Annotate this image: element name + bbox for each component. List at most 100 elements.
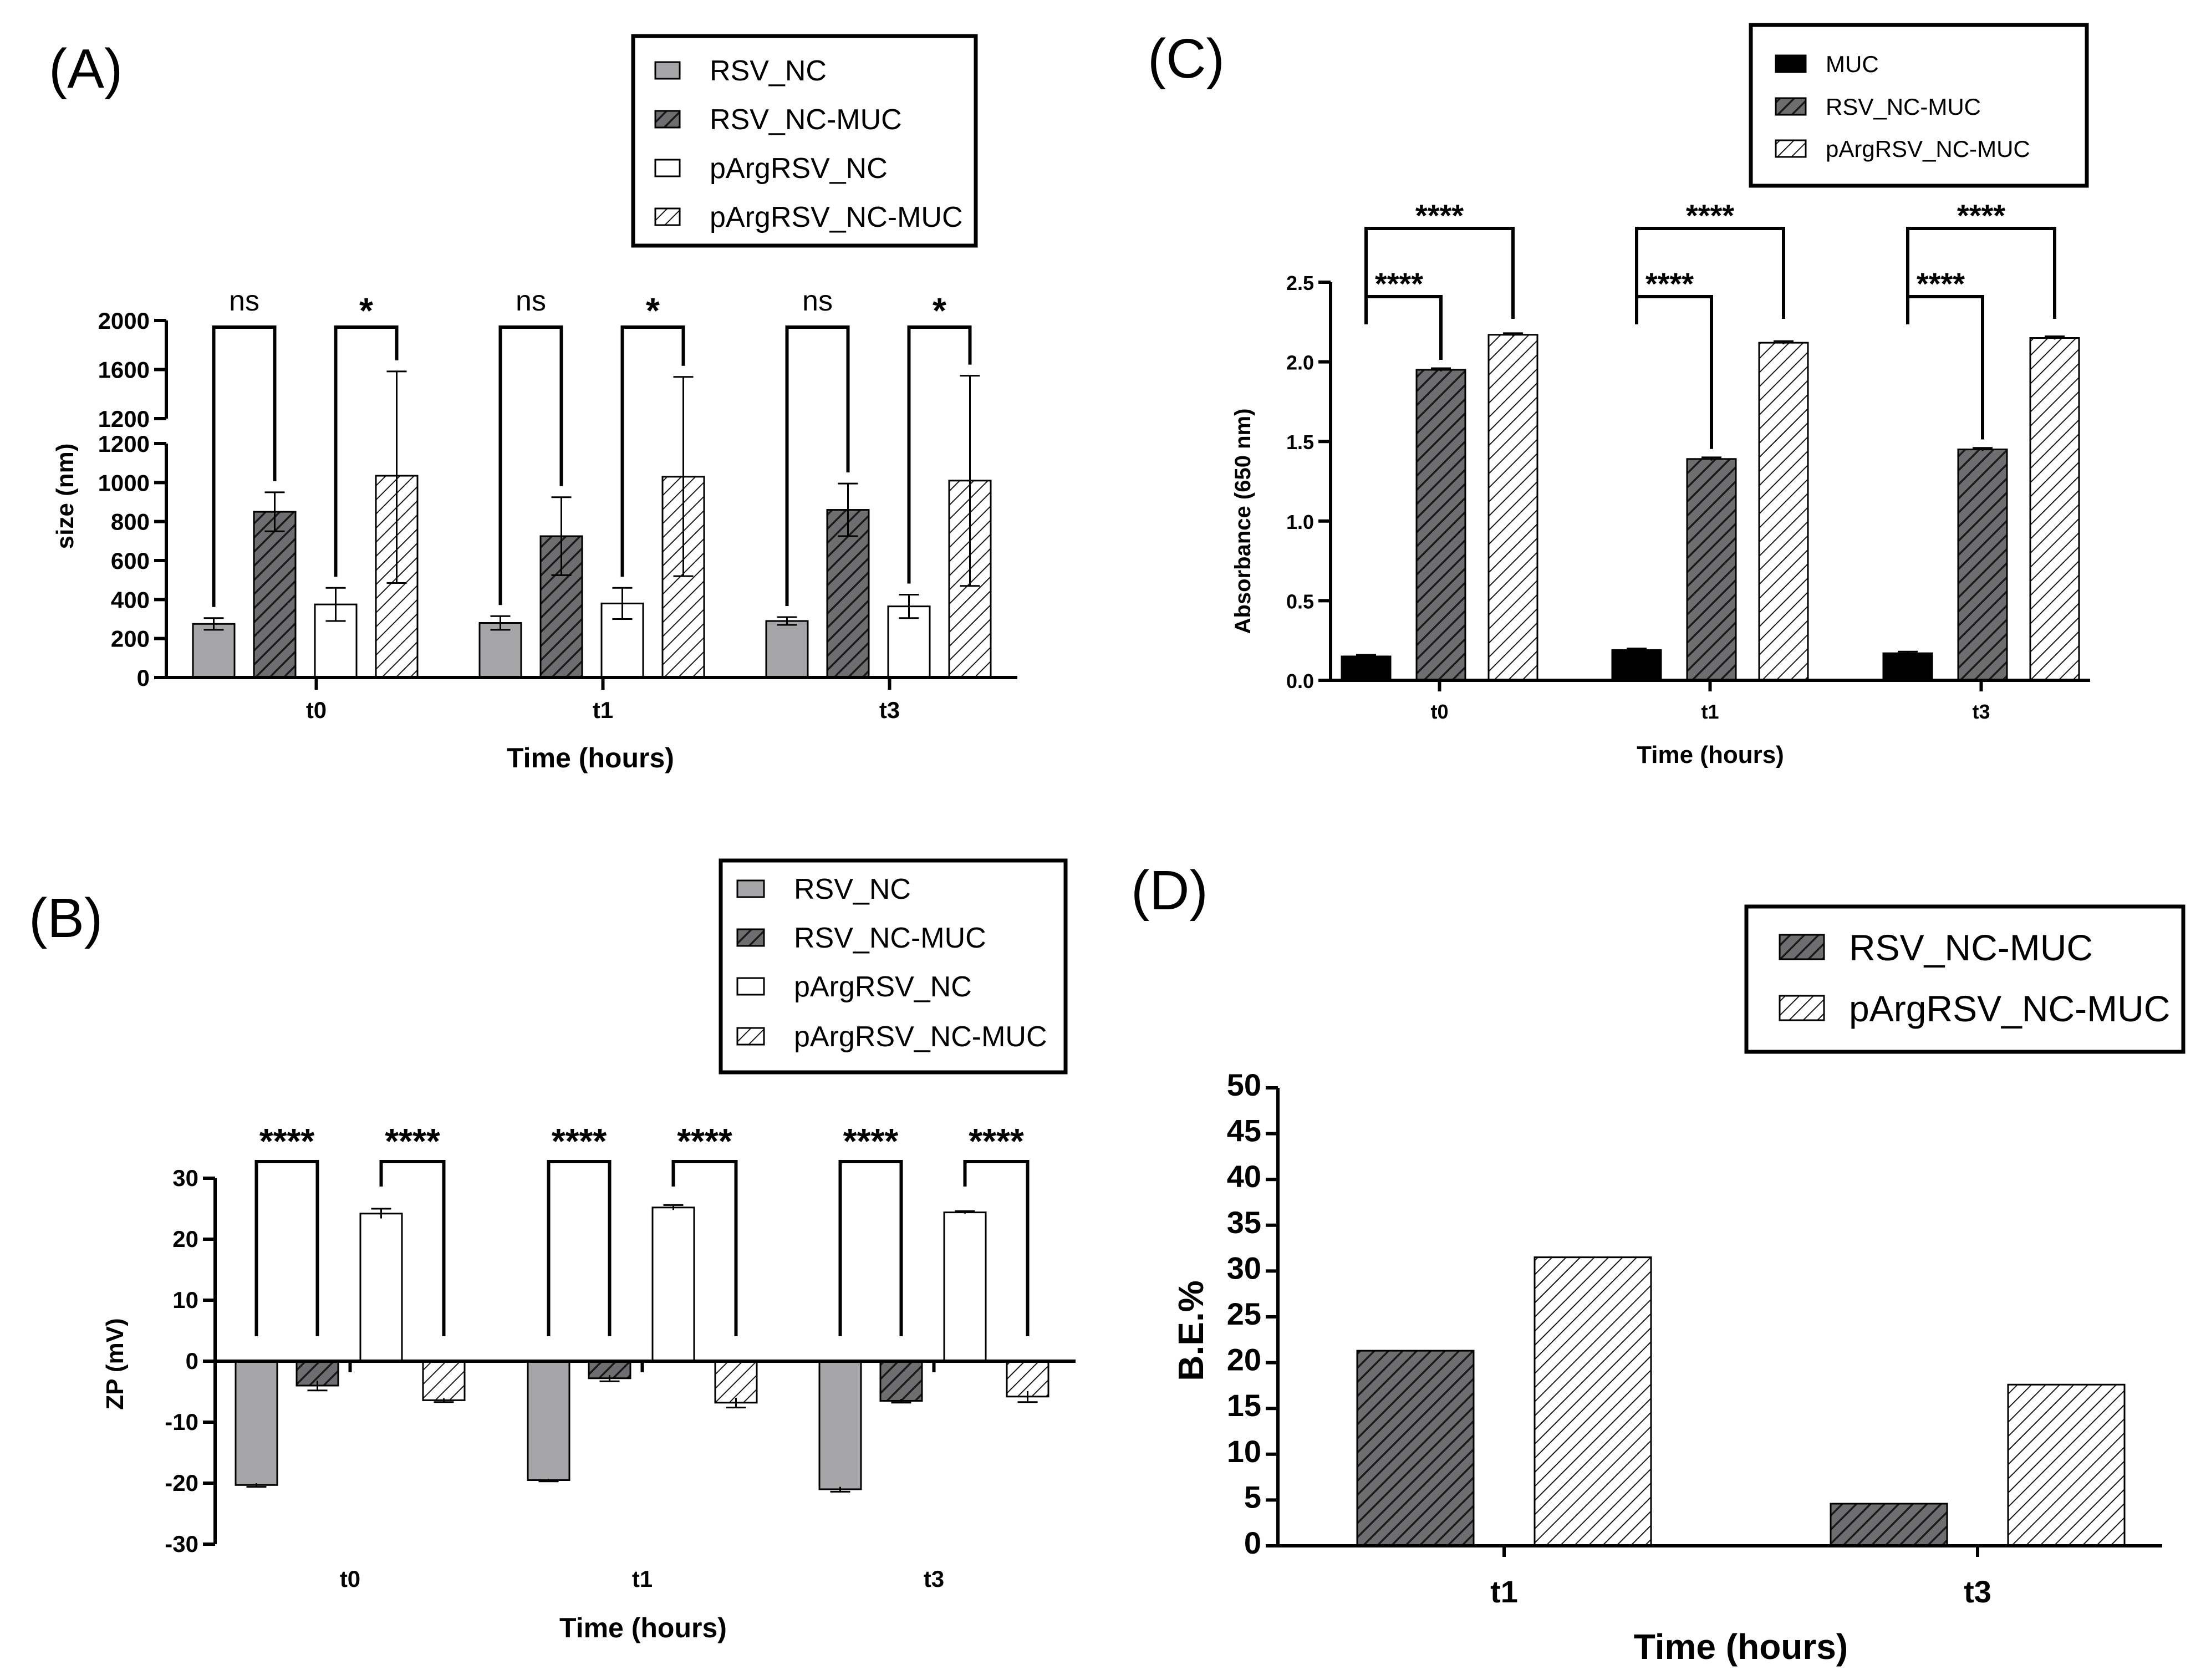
significance-label-c: **** [1957,198,2005,233]
bar-c-muc-t0 [1341,655,1392,681]
legend-swatch-d-rsv-nc-muc [1779,934,1825,960]
y-tick-label-c: 2.5 [1286,272,1314,294]
y-tick-label-a: 600 [111,548,150,574]
significance-bracket-c [1635,227,1785,324]
legend-label-b-rsv-nc-muc: RSV_NC-MUC [794,922,986,954]
legend-swatch-a-rsv-nc [654,61,681,80]
significance-label-c: **** [1415,198,1464,233]
y-tick-label-b: 0 [186,1348,198,1374]
significance-bracket-c [1364,227,1515,324]
bar-c-rsv-nc-muc-t0 [1415,369,1466,681]
y-tick-label-b: 30 [172,1165,198,1191]
y-tick-label-d: 20 [1227,1342,1261,1377]
significance-bracket-b [838,1160,903,1336]
bar-a-rsv-nc-t1 [478,622,522,679]
panel-d-bars [1356,1256,2126,1547]
significance-bracket-a [620,325,685,577]
legend-box-a [631,34,978,248]
bar-a-rsv-nc-t3 [765,620,809,679]
significance-bracket-a [498,325,563,605]
bar-c-rsv-nc-muc-t3 [1957,449,2008,681]
bar-b-rsv-nc-muc-t3 [879,1360,923,1402]
significance-bracket-c [1635,295,1713,449]
legend-swatch-d-pargrsv-nc-muc [1779,995,1825,1021]
y-tick-label-d: 50 [1227,1067,1261,1102]
bar-b-pargrsv-nc-t0 [359,1213,403,1362]
legend-label-a-pargrsv-nc: pArgRSV_NC [710,152,888,185]
legend-label-c-rsv-nc-muc: RSV_NC-MUC [1826,94,1981,120]
panel-d-ylabel: B.E.% [1171,1280,1211,1381]
y-tick-label-a: 1200 [98,431,150,457]
legend-swatch-c-pargrsv-nc-muc [1775,139,1807,158]
y-tick-label-d: 45 [1227,1113,1261,1148]
panel-a-xlabel: Time (hours) [507,742,674,773]
legend-label-b-rsv-nc: RSV_NC [794,873,911,905]
bar-b-pargrsv-nc-muc-t1 [714,1360,758,1404]
y-tick-label-c: 1.5 [1286,431,1314,454]
significance-label-a: ns [516,285,546,317]
bar-b-rsv-nc-t3 [818,1360,862,1490]
legend-swatch-b-pargrsv-nc-muc [736,1027,765,1046]
y-tick-label-b: 10 [172,1287,198,1313]
significance-label-c: **** [1645,266,1694,301]
significance-bracket-b [963,1160,1030,1336]
bar-b-rsv-nc-t1 [527,1360,570,1481]
y-tick-label-c: 2.0 [1286,352,1314,374]
panel-b-letter: (B) [29,887,103,949]
significance-bracket-b [254,1160,319,1336]
significance-label-b: **** [843,1121,899,1161]
panel-b-axes: -30 -20 -10 0 10 20 30 t0 t1 t3 **** **** **** **** **… [165,1121,1076,1592]
significance-bracket-a [212,325,277,607]
y-tick-label-b: -30 [165,1531,198,1557]
bar-c-muc-t1 [1611,649,1662,681]
legend-label-c-pargrsv-nc-muc: pArgRSV_NC-MUC [1826,136,2030,162]
y-tick-label-d: 35 [1227,1205,1261,1240]
bar-a-rsv-nc-t0 [192,623,236,679]
x-tick-label-d: t1 [1490,1574,1518,1609]
x-tick-label-d: t3 [1964,1574,1991,1609]
legend-swatch-b-pargrsv-nc [736,977,765,996]
legend-swatch-b-rsv-nc-muc [736,928,765,947]
y-tick-label-b: -20 [165,1470,198,1496]
significance-label-c: **** [1917,266,1965,301]
y-tick-label-d: 15 [1227,1388,1261,1423]
panel-b-legend: RSV_NC RSV_NC-MUC pArgRSV_NC pArgRSV_NC-MUC [719,858,1068,1075]
panel-c-chart: 0.0 0.5 1.0 1.5 2.0 2.5 t0 t1 t3 **** **** **** ****… [1231,23,2090,768]
panel-c-letter: (C) [1148,28,1225,90]
x-tick-label-b: t3 [924,1566,944,1592]
panel-c-ylabel: Absorbance (650 nm) [1231,409,1255,634]
bar-c-rsv-nc-muc-t1 [1686,458,1737,681]
y-tick-label-d: 25 [1227,1296,1261,1331]
legend-label-d-rsv-nc-muc: RSV_NC-MUC [1849,927,2093,968]
x-tick-label-c: t0 [1430,700,1448,723]
bar-b-pargrsv-nc-t3 [943,1211,987,1362]
x-tick-label-b: t0 [340,1566,360,1592]
bar-c-pargrsv-nc-muc-t1 [1758,342,1809,681]
significance-bracket-c [1906,295,1984,440]
y-tick-label-b: 20 [172,1226,198,1252]
significance-label-b: **** [259,1121,315,1161]
significance-label-b: **** [385,1121,440,1161]
legend-box-d [1744,904,2185,1054]
bar-d-pargrsv-nc-muc-t1 [1533,1256,1652,1547]
y-tick-label-d: 30 [1227,1250,1261,1285]
panel-b-bars [235,1204,1049,1493]
significance-bracket-b [547,1160,612,1336]
bar-c-pargrsv-nc-muc-t0 [1487,334,1538,681]
panel-b-chart: -30 -20 -10 0 10 20 30 t0 t1 t3 **** **** **** **** **… [101,858,1076,1643]
x-tick-label-a: t3 [879,697,900,723]
significance-bracket-a [907,325,972,584]
legend-label-a-rsv-nc: RSV_NC [710,55,827,87]
significance-label-c: **** [1375,266,1423,301]
y-tick-label-d: 10 [1227,1434,1261,1469]
bar-a-rsv-nc-muc-t0 [253,511,297,679]
legend-box-b [719,858,1068,1075]
y-tick-label-d: 5 [1244,1479,1261,1514]
legend-label-b-pargrsv-nc-muc: pArgRSV_NC-MUC [794,1021,1047,1053]
significance-label-b: **** [552,1121,607,1161]
bar-c-muc-t3 [1882,652,1933,681]
panel-d-axes: 0 5 10 15 20 25 30 35 40 45 50 t1 t3 [1227,1067,2162,1609]
